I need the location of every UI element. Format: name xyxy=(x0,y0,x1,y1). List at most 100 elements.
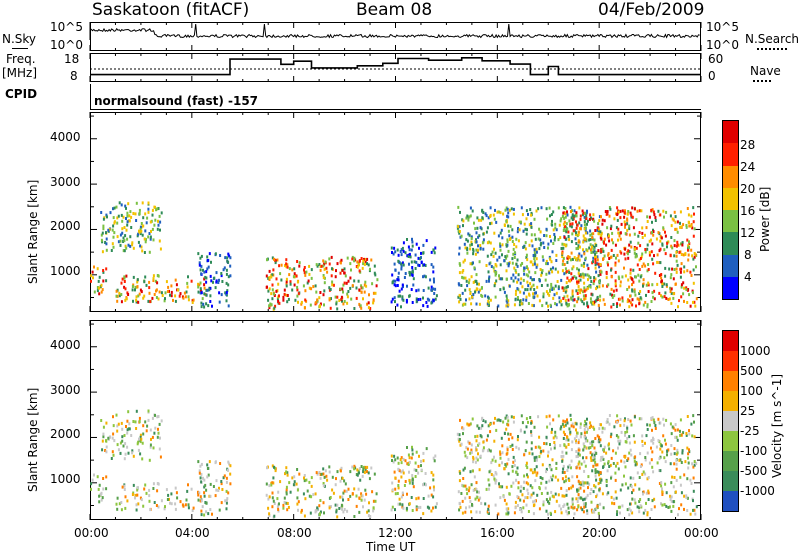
power-cell xyxy=(105,279,108,283)
power-cell xyxy=(328,257,331,261)
power-cell xyxy=(406,238,408,241)
power-cell xyxy=(375,284,378,288)
velocity-cell xyxy=(459,418,461,422)
power-cell xyxy=(132,275,135,279)
power-cell xyxy=(415,300,418,304)
power-cell xyxy=(568,303,570,307)
velocity-cell xyxy=(430,471,433,475)
power-cell xyxy=(609,207,612,211)
power-cell xyxy=(583,252,586,256)
velocity-cell xyxy=(530,468,533,472)
velocity-cell xyxy=(400,470,403,474)
power-cell xyxy=(533,278,535,282)
velocity-cell xyxy=(607,460,610,464)
velocity-cell xyxy=(545,498,548,502)
power-cell xyxy=(508,284,511,288)
power-cell xyxy=(326,270,329,274)
velocity-cell xyxy=(157,427,159,431)
power-cell xyxy=(680,295,683,299)
velocity-cell xyxy=(561,459,564,463)
velocity-cell xyxy=(583,431,586,435)
velocity-cell xyxy=(488,470,491,474)
power-cell xyxy=(494,273,497,277)
velocity-cell xyxy=(351,465,354,469)
power-cell xyxy=(351,255,354,259)
power-cell xyxy=(123,280,126,283)
velocity-cell xyxy=(457,490,460,494)
power-cell xyxy=(504,255,507,259)
velocity-cell xyxy=(476,434,479,438)
power-cell xyxy=(638,298,641,302)
velocity-cell xyxy=(598,440,601,444)
nsky-tick-top: 10^5 xyxy=(50,20,83,34)
velocity-cell xyxy=(137,502,140,506)
power-cell xyxy=(629,294,631,298)
velocity-cell xyxy=(670,499,673,503)
velocity-cell xyxy=(493,439,496,443)
velocity-cell xyxy=(675,458,678,462)
power-cell xyxy=(372,299,375,303)
velocity-cell xyxy=(543,442,546,445)
power-cell xyxy=(596,262,599,266)
velocity-cell xyxy=(617,435,620,439)
power-cell xyxy=(105,213,108,217)
power-cell xyxy=(474,252,477,256)
power-cell xyxy=(470,240,473,244)
power-cell xyxy=(688,293,691,297)
power-cell xyxy=(621,296,624,300)
power-cell xyxy=(397,294,400,298)
power-cell xyxy=(105,231,107,235)
velocity-cell xyxy=(522,486,525,490)
power-cell xyxy=(475,280,478,283)
velocity-cell xyxy=(150,437,152,441)
velocity-cell xyxy=(349,470,352,474)
power-cell xyxy=(606,261,609,265)
power-cell xyxy=(349,286,352,290)
power-cell xyxy=(574,213,577,217)
power-cell xyxy=(152,238,155,242)
power-cell xyxy=(205,293,208,297)
velocity-cell xyxy=(624,465,627,469)
velocity-cell xyxy=(468,486,471,490)
power-cell xyxy=(172,298,174,302)
power-cell xyxy=(557,285,560,289)
velocity-cell xyxy=(288,481,291,485)
power-cell xyxy=(186,285,189,289)
velocity-cell xyxy=(571,500,574,504)
velocity-cell xyxy=(471,469,474,473)
power-cell xyxy=(199,256,202,260)
power-cell xyxy=(346,295,349,299)
power-cell xyxy=(687,213,690,217)
power-cell xyxy=(506,254,509,258)
velocity-cell xyxy=(579,422,582,426)
power-cell xyxy=(462,260,465,264)
power-cell xyxy=(335,302,338,306)
power-cell xyxy=(207,265,210,269)
power-cell xyxy=(122,215,125,219)
velocity-cell xyxy=(670,509,673,513)
velocity-cell xyxy=(365,492,368,496)
velocity-cell xyxy=(562,464,565,468)
velocity-cell xyxy=(629,502,631,506)
power-cell xyxy=(678,299,680,303)
power-cell xyxy=(569,224,572,228)
velocity-cell xyxy=(406,492,408,496)
power-cell xyxy=(124,287,127,291)
power-cell xyxy=(654,216,657,219)
velocity-cell xyxy=(527,482,530,486)
power-cell xyxy=(688,224,691,228)
velocity-cell xyxy=(524,496,527,500)
velocity-cell xyxy=(504,463,507,467)
velocity-cell xyxy=(465,487,468,491)
power-cell xyxy=(371,282,374,286)
power-cell xyxy=(218,278,220,282)
power-cell xyxy=(402,298,405,302)
velocity-cell xyxy=(578,453,581,457)
velocity-cell xyxy=(271,491,274,495)
velocity-cell xyxy=(391,505,394,509)
power-ytick-4000: 4000 xyxy=(50,130,81,144)
power-cell xyxy=(584,231,587,235)
power-cell xyxy=(148,280,151,284)
power-cell xyxy=(692,268,695,272)
velocity-cell xyxy=(603,427,606,431)
